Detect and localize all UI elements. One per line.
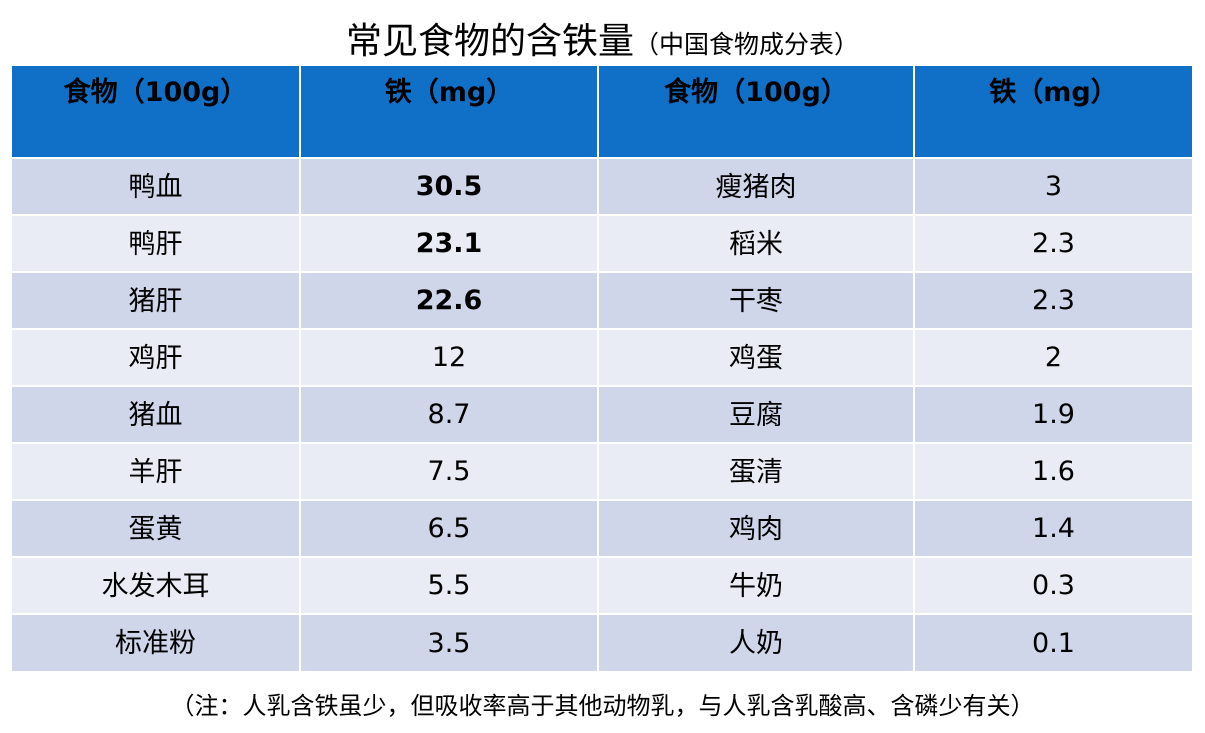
iron-cell: 2: [914, 328, 1192, 386]
iron-cell: 30.5: [300, 157, 599, 215]
food-cell: 蛋黄: [12, 499, 301, 557]
iron-cell: 0.3: [914, 556, 1192, 614]
food-cell: 瘦猪肉: [598, 157, 915, 215]
table-header-row: 食物（100g） 铁（mg） 食物（100g） 铁（mg）: [12, 66, 1192, 158]
food-cell: 蛋清: [598, 442, 915, 500]
iron-cell: 3: [914, 157, 1192, 215]
food-cell: 豆腐: [598, 385, 915, 443]
food-cell: 鸡肉: [598, 499, 915, 557]
iron-cell: 7.5: [300, 442, 599, 500]
page-title: 常见食物的含铁量（中国食物成分表）: [0, 12, 1205, 64]
iron-cell: 12: [300, 328, 599, 386]
iron-cell: 1.9: [914, 385, 1192, 443]
iron-cell: 2.3: [914, 271, 1192, 329]
title-sub: （中国食物成分表）: [634, 30, 860, 59]
table-row: 水发木耳 5.5 牛奶 0.3: [12, 556, 1192, 614]
table-row: 标准粉 3.5 人奶 0.1: [12, 613, 1192, 671]
food-cell: 牛奶: [598, 556, 915, 614]
food-cell: 鸭血: [12, 157, 301, 215]
iron-content-table: 食物（100g） 铁（mg） 食物（100g） 铁（mg） 鸭血 30.5 瘦猪…: [12, 66, 1192, 671]
food-cell: 水发木耳: [12, 556, 301, 614]
food-cell: 鸡蛋: [598, 328, 915, 386]
iron-cell: 1.6: [914, 442, 1192, 500]
food-cell: 稻米: [598, 214, 915, 272]
table-row: 猪血 8.7 豆腐 1.9: [12, 385, 1192, 443]
iron-cell: 2.3: [914, 214, 1192, 272]
iron-cell: 1.4: [914, 499, 1192, 557]
food-cell: 鸭肝: [12, 214, 301, 272]
footnote: （注：人乳含铁虽少，但吸收率高于其他动物乳，与人乳含乳酸高、含磷少有关）: [170, 692, 1035, 720]
table-row: 羊肝 7.5 蛋清 1.6: [12, 442, 1192, 500]
table-row: 鸡肝 12 鸡蛋 2: [12, 328, 1192, 386]
food-cell: 人奶: [598, 613, 915, 671]
iron-cell: 22.6: [300, 271, 599, 329]
food-cell: 羊肝: [12, 442, 301, 500]
table-row: 猪肝 22.6 干枣 2.3: [12, 271, 1192, 329]
iron-cell: 6.5: [300, 499, 599, 557]
title-main: 常见食物的含铁量: [345, 21, 634, 62]
header-iron-left: 铁（mg）: [300, 66, 599, 158]
header-food-left: 食物（100g）: [12, 66, 301, 158]
iron-cell: 5.5: [300, 556, 599, 614]
food-cell: 干枣: [598, 271, 915, 329]
table-row: 鸭肝 23.1 稻米 2.3: [12, 214, 1192, 272]
table-row: 蛋黄 6.5 鸡肉 1.4: [12, 499, 1192, 557]
food-cell: 标准粉: [12, 613, 301, 671]
iron-cell: 23.1: [300, 214, 599, 272]
iron-cell: 0.1: [914, 613, 1192, 671]
table-row: 鸭血 30.5 瘦猪肉 3: [12, 157, 1192, 215]
food-cell: 猪肝: [12, 271, 301, 329]
header-iron-right: 铁（mg）: [914, 66, 1192, 158]
food-cell: 鸡肝: [12, 328, 301, 386]
iron-cell: 3.5: [300, 613, 599, 671]
header-food-right: 食物（100g）: [598, 66, 915, 158]
iron-cell: 8.7: [300, 385, 599, 443]
food-cell: 猪血: [12, 385, 301, 443]
